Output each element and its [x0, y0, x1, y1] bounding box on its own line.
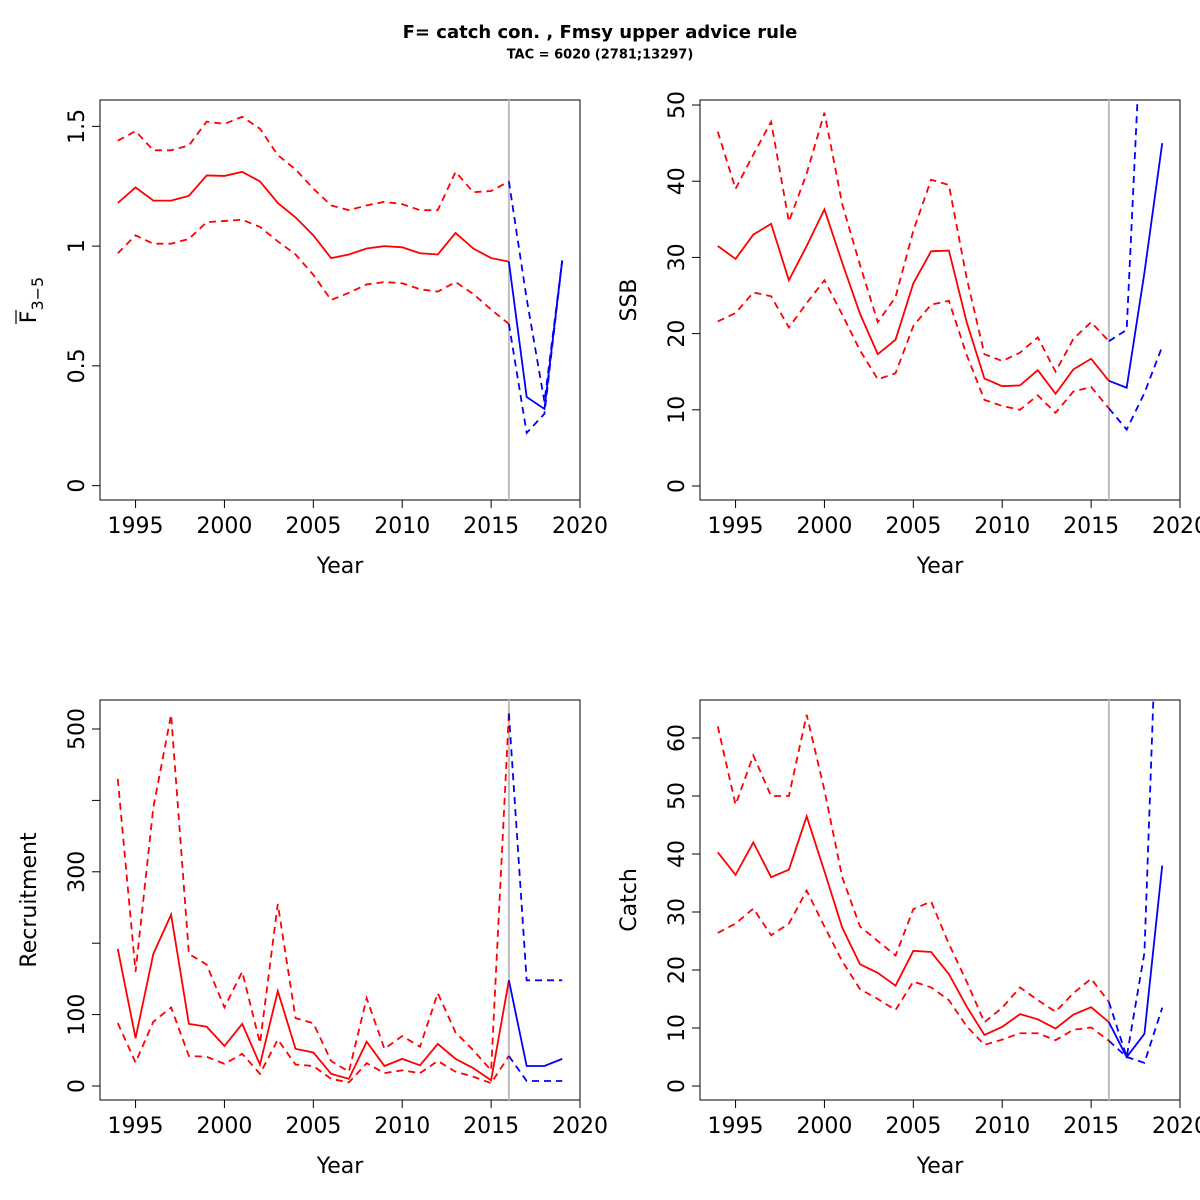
x-tick-label: 2000: [196, 514, 252, 539]
series-line: [508, 181, 564, 402]
x-tick-label: 2005: [285, 514, 341, 539]
x-tick-label: 2000: [796, 1114, 852, 1139]
y-tick-label: 0: [665, 1079, 690, 1093]
y-tick-label: 10: [665, 396, 690, 424]
series-line: [717, 207, 1110, 396]
series-line: [1108, 865, 1164, 1059]
figure-title: F= catch con. , Fmsy upper advice rule: [403, 22, 798, 43]
y-tick-label: 10: [665, 1014, 690, 1042]
x-axis-title: Year: [316, 1154, 365, 1179]
series-line: [117, 218, 510, 325]
y-axis-title: F3−5: [17, 277, 47, 323]
x-tick-label: 2000: [796, 514, 852, 539]
y-tick-label: 50: [665, 91, 690, 119]
y-tick-label: 500: [65, 708, 90, 750]
x-tick-label: 1995: [108, 1114, 164, 1139]
panel: 1995 2000 2005 2010 2015 2020 Year 0 100 300 500 Re…: [17, 699, 608, 1179]
y-axis-title: SSB: [617, 278, 642, 321]
y-tick-label: 1.5: [65, 109, 90, 144]
series-line: [508, 980, 563, 1067]
y-tick-label: 20: [665, 320, 690, 348]
series-line: [1108, 100, 1139, 342]
x-tick-label: 2015: [1063, 514, 1119, 539]
series-line: [716, 112, 1110, 374]
y-tick-label: 0: [65, 1079, 90, 1093]
y-tick-label: 50: [665, 782, 690, 810]
series-line: [717, 278, 1110, 415]
series-line: [717, 813, 1110, 1037]
panel: 1995 2000 2005 2010 2015 2020 Year 0 10 20 30 40 50 6…: [617, 699, 1200, 1179]
y-tick-label: 1: [65, 239, 90, 253]
y-tick-label: 0.5: [65, 348, 90, 383]
series-line: [507, 713, 563, 982]
x-tick-label: 2005: [885, 514, 941, 539]
x-tick-label: 1995: [708, 514, 764, 539]
series-line: [1108, 346, 1164, 432]
series-line: [508, 260, 564, 435]
y-axis-title-group: SSB: [617, 278, 642, 321]
series-line: [117, 115, 510, 212]
x-tick-label: 2020: [1152, 514, 1200, 539]
x-tick-label: 2010: [974, 514, 1030, 539]
series-group: [716, 100, 1164, 432]
x-tick-label: 2010: [974, 1114, 1030, 1139]
y-tick-label: 30: [665, 243, 690, 271]
y-axis-title-main: SSB: [617, 278, 642, 321]
panel: 1995 2000 2005 2010 2015 2020 Year 0 10 20 30 40 50 S…: [617, 91, 1200, 579]
y-tick-label: 30: [665, 898, 690, 926]
series-line: [116, 713, 510, 1074]
series-group: [117, 115, 564, 435]
series-line: [508, 1055, 563, 1082]
series-line: [116, 911, 510, 1082]
x-tick-label: 2005: [285, 1114, 341, 1139]
y-tick-label: 40: [665, 840, 690, 868]
y-axis-title: Recruitment: [17, 832, 42, 968]
x-tick-label: 2020: [552, 514, 608, 539]
series-line: [117, 170, 510, 263]
x-tick-label: 2010: [374, 1114, 430, 1139]
x-axis-title: Year: [916, 1154, 965, 1179]
y-axis-title-group: F3−5: [15, 277, 47, 324]
x-axis-title: Year: [916, 554, 965, 579]
y-axis-title-main: Catch: [617, 868, 642, 932]
figure-subtitle: TAC = 6020 (2781;13297): [507, 48, 694, 63]
y-axis-title-group: Recruitment: [17, 832, 42, 968]
y-tick-label: 300: [65, 851, 90, 893]
series-line: [1108, 1007, 1164, 1064]
y-axis-title: Catch: [617, 868, 642, 932]
x-tick-label: 2015: [463, 514, 519, 539]
x-tick-label: 2000: [196, 1114, 252, 1139]
y-axis-title-main: Recruitment: [17, 832, 42, 968]
y-axis-title-sub: 3−5: [28, 277, 47, 311]
y-tick-label: 20: [665, 956, 690, 984]
series-group: [116, 713, 563, 1085]
y-tick-label: 60: [665, 724, 690, 752]
y-tick-label: 0: [665, 479, 690, 493]
y-tick-label: 100: [65, 994, 90, 1036]
x-tick-label: 1995: [108, 514, 164, 539]
series-line: [716, 714, 1110, 1024]
y-axis-title-group: Catch: [617, 868, 642, 932]
x-tick-label: 2020: [1152, 1114, 1200, 1139]
series-line: [1108, 142, 1164, 389]
y-tick-label: 0: [65, 479, 90, 493]
y-tick-label: 40: [665, 167, 690, 195]
x-tick-label: 2015: [1063, 1114, 1119, 1139]
series-line: [116, 1005, 510, 1085]
x-tick-label: 2005: [885, 1114, 941, 1139]
series-line: [1108, 700, 1155, 1058]
panel: 1995 2000 2005 2010 2015 2020 Year 0 0.5 1 1.5 F3−5: [15, 99, 608, 579]
x-tick-label: 2010: [374, 514, 430, 539]
series-group: [716, 700, 1164, 1064]
y-axis-title-main: F: [17, 311, 42, 324]
x-axis-title: Year: [316, 554, 365, 579]
x-tick-label: 1995: [708, 1114, 764, 1139]
x-tick-label: 2015: [463, 1114, 519, 1139]
series-line: [717, 888, 1110, 1046]
x-tick-label: 2020: [552, 1114, 608, 1139]
